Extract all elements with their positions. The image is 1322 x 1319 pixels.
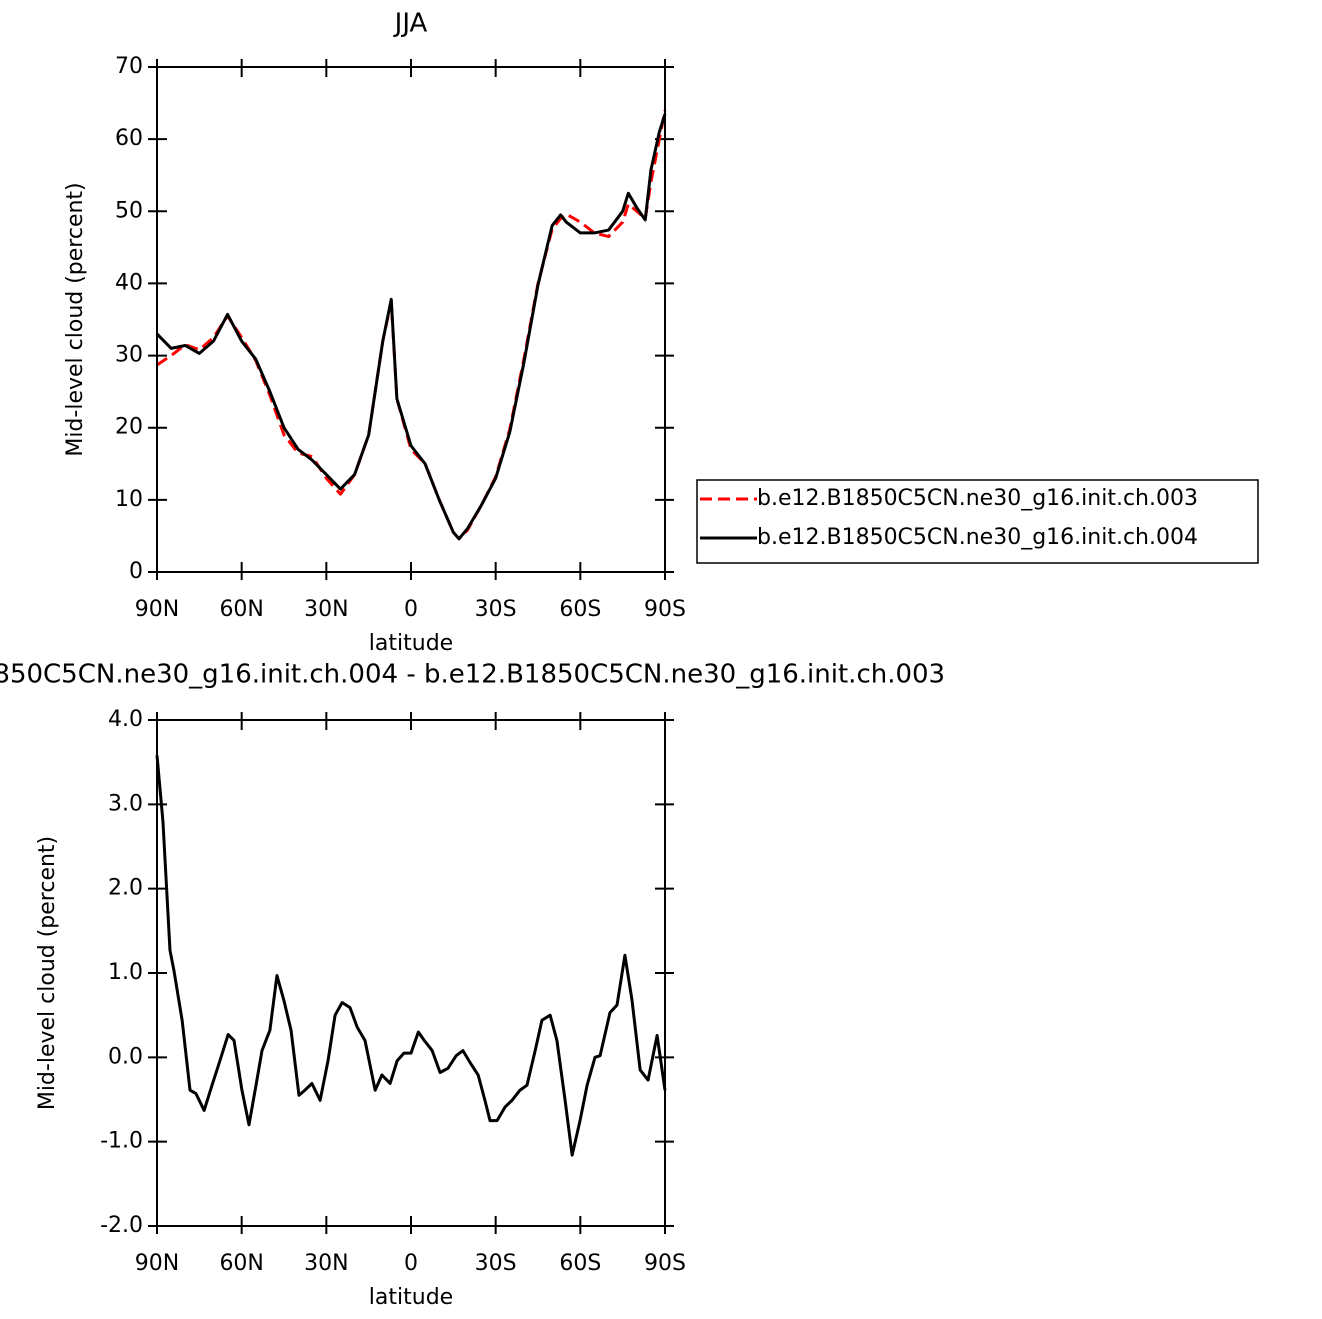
x-tick-label: 0 — [404, 597, 418, 622]
x-tick-label: 60N — [219, 1251, 263, 1276]
y-tick-label: 30 — [115, 343, 143, 368]
x-tick-label: 30S — [475, 597, 517, 622]
y-axis-label: Mid-level cloud (percent) — [63, 182, 88, 456]
y-tick-label: 3.0 — [108, 791, 143, 816]
legend-box — [696, 479, 1259, 564]
x-tick-label: 90N — [135, 597, 179, 622]
x-tick-label: 90N — [135, 1251, 179, 1276]
x-tick-label: 60S — [559, 597, 601, 622]
y-tick-label: -2.0 — [100, 1213, 143, 1238]
y-tick-label: 60 — [115, 126, 143, 151]
chart-title: JJA — [393, 9, 428, 39]
chart-title: b.e12.B1850C5CN.ne30_g16.init.ch.004 - b… — [0, 660, 945, 690]
x-tick-label: 90S — [644, 597, 686, 622]
y-tick-label: 0 — [129, 559, 143, 584]
data-line — [155, 113, 667, 541]
y-tick-label: 4.0 — [108, 707, 143, 732]
y-tick-label: -1.0 — [100, 1129, 143, 1154]
data-line — [155, 755, 667, 1157]
y-tick-label: 0.0 — [108, 1044, 143, 1069]
x-axis-label: latitude — [369, 1285, 453, 1310]
y-tick-label: 20 — [115, 415, 143, 440]
x-tick-label: 30N — [304, 597, 348, 622]
y-tick-label: 50 — [115, 198, 143, 223]
y-tick-label: 2.0 — [108, 876, 143, 901]
x-tick-label: 90S — [644, 1251, 686, 1276]
y-axis-label: Mid-level cloud (percent) — [35, 836, 60, 1110]
y-tick-label: 70 — [115, 54, 143, 79]
x-tick-label: 30S — [475, 1251, 517, 1276]
x-tick-label: 30N — [304, 1251, 348, 1276]
x-tick-label: 60S — [559, 1251, 601, 1276]
y-tick-label: 10 — [115, 487, 143, 512]
plot-frame — [156, 719, 666, 1227]
x-tick-label: 0 — [404, 1251, 418, 1276]
x-axis-label: latitude — [369, 631, 453, 656]
plot-frame — [156, 66, 666, 573]
y-tick-label: 1.0 — [108, 960, 143, 985]
legend-label: b.e12.B1850C5CN.ne30_g16.init.ch.004 — [757, 525, 1198, 550]
x-tick-label: 60N — [219, 597, 263, 622]
y-tick-label: 40 — [115, 270, 143, 295]
legend-label: b.e12.B1850C5CN.ne30_g16.init.ch.003 — [757, 486, 1198, 511]
